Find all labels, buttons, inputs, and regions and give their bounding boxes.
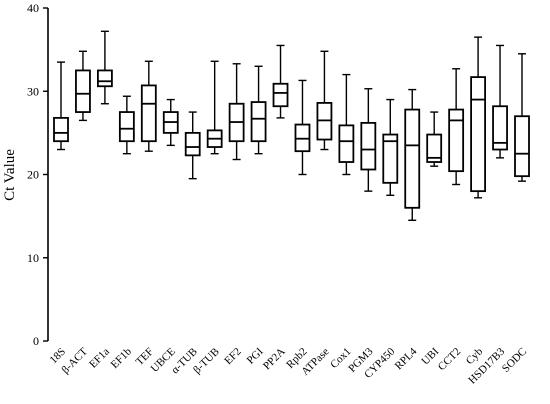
x-category-label: EF1a [87, 346, 112, 371]
x-category-label: CCT2 [436, 346, 464, 374]
box-18 [426, 111, 443, 167]
iqr-box [492, 105, 508, 151]
box-20 [470, 36, 486, 199]
iqr-box [250, 101, 267, 143]
box-10 [250, 65, 267, 155]
iqr-box [53, 116, 69, 143]
y-tick-label: 10 [27, 251, 39, 265]
iqr-box [448, 108, 465, 173]
iqr-box [360, 121, 377, 171]
box-22 [514, 53, 530, 182]
box-6 [162, 98, 179, 147]
x-category-label: SODC [500, 346, 529, 375]
iqr-box [514, 115, 530, 178]
y-tick-label: 20 [27, 168, 39, 182]
box-13 [316, 50, 333, 151]
box-7 [184, 111, 201, 180]
box-14 [338, 73, 355, 176]
iqr-box [140, 84, 157, 143]
iqr-box [75, 69, 91, 113]
y-tick-label: 0 [33, 334, 39, 348]
box-15 [360, 88, 377, 192]
iqr-box [382, 133, 399, 184]
x-category-label: EF2 [222, 346, 243, 367]
iqr-box [404, 108, 421, 209]
iqr-box [97, 69, 113, 88]
iqr-box [426, 133, 443, 163]
box-11 [272, 44, 289, 119]
iqr-box [118, 111, 135, 143]
box-16 [382, 98, 399, 197]
iqr-box [470, 76, 486, 193]
x-category-label: PP2A [261, 346, 288, 373]
box-1 [53, 61, 69, 151]
x-category-label: EF1b [109, 345, 135, 371]
x-category-label: RPL4 [393, 345, 420, 372]
iqr-box [272, 82, 289, 108]
box-17 [404, 88, 421, 221]
y-tick-label: 30 [27, 84, 39, 98]
box-12 [294, 79, 311, 176]
box-21 [492, 44, 508, 159]
iqr-box [338, 124, 355, 163]
box-2 [75, 50, 91, 122]
y-axis-title: Ct Value [2, 149, 18, 201]
box-9 [228, 63, 245, 161]
x-category-label: β-ACT [59, 345, 90, 376]
boxes-layer [53, 30, 530, 221]
box-3 [97, 30, 113, 105]
box-5 [140, 60, 157, 152]
box-19 [448, 68, 465, 186]
box-8 [206, 60, 223, 155]
iqr-box [184, 131, 201, 157]
y-axis: 0 10 20 30 40 [27, 1, 48, 348]
y-tick-label: 40 [27, 1, 39, 15]
box-4 [118, 95, 135, 155]
